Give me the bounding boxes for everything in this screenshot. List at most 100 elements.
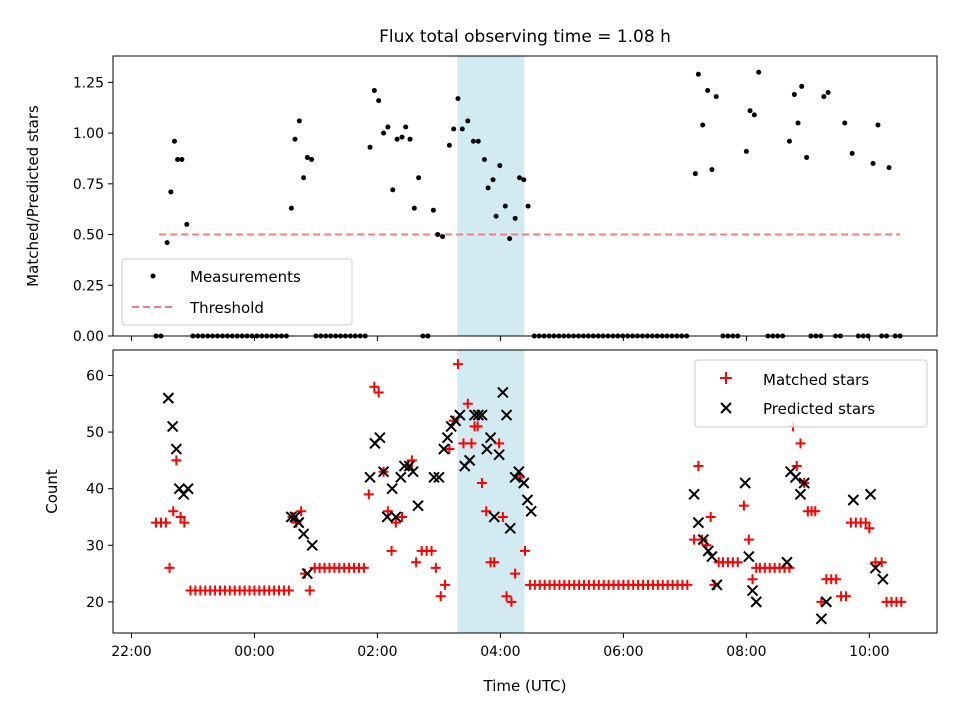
matched-star-point — [864, 523, 875, 534]
measurement-point — [470, 138, 476, 144]
measurement-point — [849, 150, 855, 156]
matched-star-point — [435, 591, 446, 602]
matched-star-point — [497, 511, 508, 522]
x-axis-label: Time (UTC) — [483, 677, 567, 695]
predicted-star-point — [692, 516, 705, 529]
measurement-point — [175, 156, 181, 162]
observing-time-span — [457, 350, 525, 633]
matched-star-point — [426, 545, 437, 556]
predicted-star-point — [395, 471, 407, 484]
matched-star-point — [506, 596, 517, 607]
predicted-star-point — [750, 596, 762, 608]
count-legend-box — [694, 359, 928, 428]
predicted-star-point — [301, 567, 314, 580]
predicted-star-point — [386, 482, 398, 495]
predicted-star-point — [789, 471, 802, 484]
ratio-panel: 0.00 0.25 0.50 0.75 1.00 1.25 Matched/Predict… — [24, 55, 938, 345]
measurement-point — [179, 156, 185, 162]
predicted-star-point — [289, 511, 301, 523]
legend-measurements-marker — [150, 273, 156, 279]
measurement-point — [164, 240, 170, 246]
matched-star-point — [363, 489, 374, 500]
legend-predicted-label: Predicted stars — [763, 400, 875, 418]
predicted-star-point — [433, 471, 445, 484]
legend-predicted-marker — [720, 402, 732, 414]
measurement-point — [168, 189, 174, 195]
legend-matched-marker — [720, 372, 732, 384]
measurement-point — [435, 232, 441, 238]
count-x-tick-label: 06:00 — [603, 644, 643, 660]
measurement-point — [465, 118, 471, 124]
predicted-star-point — [398, 460, 411, 472]
matched-star-point — [462, 398, 473, 409]
legend-threshold-label: Threshold — [189, 299, 264, 317]
matched-star-point — [440, 579, 451, 590]
matched-star-point — [358, 562, 369, 573]
count-x-tick-label: 22:00 — [111, 644, 151, 660]
predicted-star-point — [407, 465, 419, 478]
measurement-point — [411, 205, 417, 211]
predicted-star-point — [297, 528, 310, 540]
measurement-point — [751, 112, 757, 118]
measurement-point — [870, 161, 876, 167]
predicted-star-point — [864, 488, 877, 501]
predicted-star-point — [484, 432, 497, 444]
measurement-point — [304, 154, 310, 160]
measurement-point — [288, 205, 294, 211]
matched-star-point — [732, 557, 743, 568]
predicted-star-point — [381, 511, 393, 523]
matched-star-point — [390, 517, 401, 528]
predicted-star-point — [306, 539, 318, 551]
matched-star-point — [444, 444, 455, 455]
matched-star-point — [476, 478, 487, 489]
predicted-star-point — [292, 516, 305, 529]
predicted-star-point — [711, 579, 723, 591]
measurement-point — [385, 124, 391, 130]
measurement-point — [403, 124, 409, 130]
matched-star-point — [816, 596, 827, 607]
matched-star-point — [747, 574, 758, 585]
measurement-point — [709, 167, 715, 173]
matched-star-point — [791, 461, 802, 472]
measurement-point — [799, 83, 805, 89]
measurement-point — [292, 136, 298, 142]
measurement-point — [296, 118, 302, 124]
measurement-point — [430, 207, 436, 213]
measurement-point — [416, 175, 422, 181]
measurement-point — [804, 154, 810, 160]
matched-star-point — [860, 517, 871, 528]
ratio-y-tick-label: 0.75 — [73, 177, 104, 193]
measurement-point — [743, 148, 749, 154]
chart-title: Flux total observing time = 1.08 h — [379, 27, 671, 47]
measurement-point — [451, 126, 457, 132]
measurement-point — [390, 187, 396, 193]
count-legend: Matched stars Predicted stars — [694, 359, 928, 428]
matched-star-point — [430, 562, 441, 573]
measurement-point — [485, 185, 491, 191]
matched-star-point — [386, 545, 397, 556]
measurement-point — [512, 215, 518, 221]
measurement-point — [493, 213, 499, 219]
predicted-star-point — [513, 465, 525, 478]
measurement-point — [407, 136, 413, 142]
predicted-star-point — [493, 449, 505, 461]
predicted-star-point — [746, 584, 759, 597]
predicted-star-point — [182, 482, 194, 495]
predicted-star-point — [463, 454, 476, 467]
predicted-star-point — [166, 420, 179, 433]
count-panel-frame — [112, 349, 938, 634]
count-x-tick-label: 08:00 — [726, 644, 766, 660]
predicted-star-point — [739, 477, 751, 489]
predicted-star-point — [781, 556, 793, 568]
matched-star-point — [876, 557, 887, 568]
predicted-star-point — [403, 460, 416, 472]
measurement-point — [184, 221, 190, 227]
predicted-star-point — [412, 499, 424, 512]
predicted-star-point — [518, 477, 530, 489]
predicted-star-point — [688, 488, 700, 501]
matched-star-point — [810, 506, 821, 517]
matched-star-point — [175, 511, 186, 522]
predicted-star-point — [285, 511, 298, 523]
count-x-tick-label: 10:00 — [849, 644, 889, 660]
count-y-tick-label: 30 — [86, 538, 104, 554]
